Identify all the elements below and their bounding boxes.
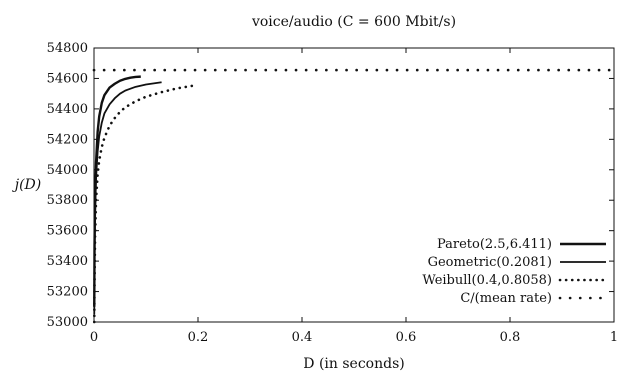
legend-label: Weibull(0.4,0.8058): [422, 273, 552, 288]
x-tick-label: 1: [610, 330, 617, 345]
y-tick-label: 53800: [47, 193, 88, 208]
series-line-1: [93, 75, 141, 307]
x-tick-label: 0.4: [292, 330, 313, 345]
series-line-3: [92, 84, 195, 324]
legend: Pareto(2.5,6.411) Geometric(0.2081) Weibul…: [422, 237, 608, 306]
y-tick-label: 53400: [47, 254, 88, 269]
y-axis-label: j(D): [12, 177, 42, 193]
y-tick-label: 54800: [47, 41, 88, 56]
y-tick-label: 54000: [47, 163, 88, 178]
chart-title: voice/audio (C = 600 Mbit/s): [251, 14, 456, 30]
x-tick-label: 0: [90, 330, 98, 345]
plot-frame: [93, 47, 615, 323]
y-tick-label: 54200: [47, 132, 88, 147]
x-tick-label: 0.2: [188, 330, 209, 345]
y-tick-label: 53600: [47, 224, 88, 239]
y-tick-label: 54600: [47, 71, 88, 86]
y-tick-label: 53200: [47, 285, 88, 300]
y-axis: 53000 53200 53400 53600 53800 54000 54200 54400…: [47, 41, 614, 330]
y-tick-label: 53000: [47, 315, 88, 330]
series-layer: [92, 68, 616, 324]
y-tick-label: 54400: [47, 102, 88, 117]
x-axis: 0 0.2 0.4 0.6 0.8 1: [90, 48, 617, 345]
legend-label: Geometric(0.2081): [428, 255, 552, 270]
legend-label: Pareto(2.5,6.411): [437, 237, 552, 252]
x-axis-label: D (in seconds): [303, 356, 404, 372]
x-tick-label: 0.8: [500, 330, 521, 345]
x-tick-label: 0.6: [396, 330, 417, 345]
series-line-2: [93, 81, 162, 315]
legend-label: C/(mean rate): [460, 291, 552, 306]
